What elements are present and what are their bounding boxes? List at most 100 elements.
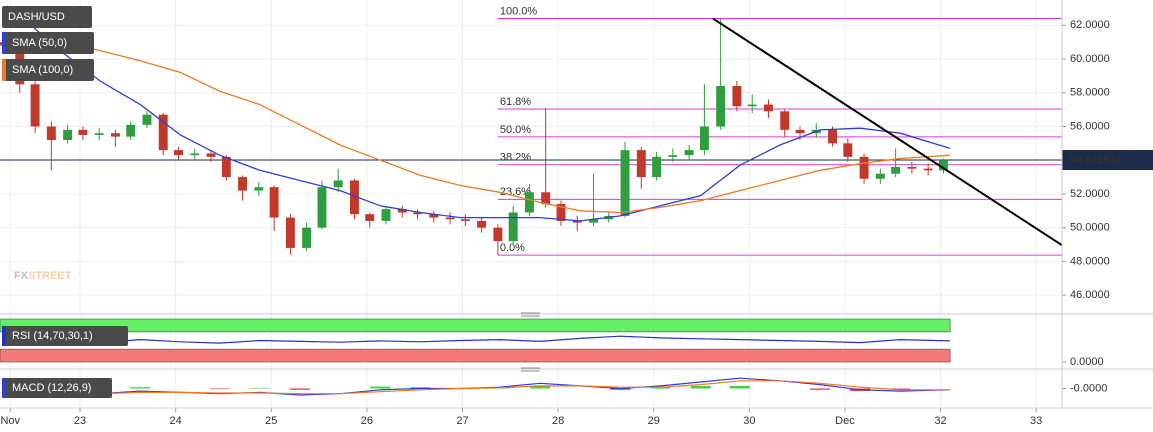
macd-histogram-bar (249, 387, 270, 389)
candle-body (46, 126, 56, 140)
candle-body (684, 150, 694, 156)
panel-handle[interactable] (521, 367, 540, 372)
candle-body (126, 124, 136, 137)
candle-body (541, 192, 551, 205)
legend-swatch (2, 378, 6, 398)
legend-box (2, 59, 94, 81)
y-tick-label: 48.0000 (1070, 255, 1110, 267)
candle-body (30, 84, 40, 127)
x-tick-label: Dec (835, 415, 855, 427)
candle-body (221, 156, 231, 178)
candle-body (397, 209, 407, 213)
macd-histogram-bar (209, 388, 230, 390)
candle-body (238, 177, 248, 191)
last-price-box (1062, 150, 1153, 171)
candle-body (828, 129, 837, 144)
legend-box (2, 378, 112, 398)
candle-body (636, 150, 646, 178)
candle-body (190, 153, 200, 156)
x-tick-label: 27 (456, 415, 468, 427)
candle-body (254, 187, 264, 191)
fib-label: 50.0% (500, 124, 531, 136)
y-tick-label: 0.0000 (1070, 356, 1104, 368)
candle-body (365, 214, 375, 221)
candle-body (493, 227, 503, 242)
macd-histogram-bar (690, 385, 711, 389)
sma-line (19, 14, 951, 222)
macd-histogram-bar (289, 388, 310, 390)
candle-body (795, 129, 805, 134)
sma-line (19, 34, 951, 214)
candle-body (652, 156, 662, 178)
candle-body (381, 209, 391, 221)
watermark-part: STREET (28, 270, 72, 282)
candle-body (716, 86, 726, 127)
candle-body (699, 126, 709, 151)
watermark: FXSTREET (14, 270, 72, 282)
candle-body (174, 150, 183, 156)
signal-line (19, 380, 951, 395)
candle-body (556, 204, 566, 221)
candle-body (78, 129, 88, 135)
candle-body (747, 104, 757, 107)
legend-box (2, 6, 92, 28)
candle-body (732, 86, 742, 107)
y-tick-label: 60.0000 (1070, 53, 1110, 65)
legend-label: SMA (100,0) (12, 64, 73, 76)
x-tick-label: 24 (170, 415, 182, 427)
candle-body (668, 155, 678, 157)
candle-body (110, 133, 120, 137)
fib-label: 100.0% (500, 5, 538, 17)
fib-label: 61.8% (500, 96, 531, 108)
rsi-band (0, 318, 951, 333)
candle-body (923, 168, 933, 171)
candle-body (589, 219, 598, 223)
candle-body (938, 160, 948, 171)
legend-box (2, 32, 94, 54)
legend-swatch (2, 32, 6, 54)
candle-body (524, 192, 534, 213)
candle-body (859, 156, 869, 179)
candle-body (477, 220, 487, 228)
y-tick-label: 46.0000 (1070, 289, 1110, 301)
candle-body (907, 166, 917, 169)
x-tick-label: 32 (934, 415, 946, 427)
candle-body (875, 173, 885, 179)
candle-body (413, 212, 423, 215)
x-tick-label: 33 (1030, 415, 1042, 427)
legend-swatch (2, 59, 6, 81)
candle-body (429, 214, 439, 218)
candle-body (158, 114, 168, 151)
macd-histogram-bar (370, 386, 391, 389)
legend-box (2, 326, 128, 346)
legend-label: MACD (12,26,9) (12, 382, 91, 394)
candle-body (445, 217, 455, 220)
macd-histogram-bar (529, 385, 550, 389)
x-tick-label: 26 (361, 415, 373, 427)
candle-body (572, 220, 582, 223)
x-tick-label: 25 (265, 415, 277, 427)
rsi-band (0, 348, 951, 363)
candle-body (333, 180, 343, 188)
rsi-line (19, 335, 951, 344)
x-tick-label: 30 (743, 415, 755, 427)
candle-body (620, 150, 630, 216)
candle-body (763, 104, 773, 112)
candle-body (206, 153, 216, 157)
candle-body (508, 212, 518, 242)
macd-histogram-bar (130, 387, 151, 389)
legend-label: SMA (50,0) (12, 37, 67, 49)
candle-body (317, 187, 327, 228)
watermark-part: FX (14, 270, 29, 282)
y-tick-label: 56.0000 (1070, 120, 1110, 132)
panel-handle[interactable] (521, 312, 540, 317)
last-price-label: 54.011921 (1070, 154, 1121, 166)
macd-histogram-bar (410, 387, 431, 389)
candle-body (285, 217, 295, 248)
candle-body (460, 219, 470, 221)
macd-histogram-bar (729, 385, 750, 389)
x-tick-label: 23 (74, 415, 86, 427)
